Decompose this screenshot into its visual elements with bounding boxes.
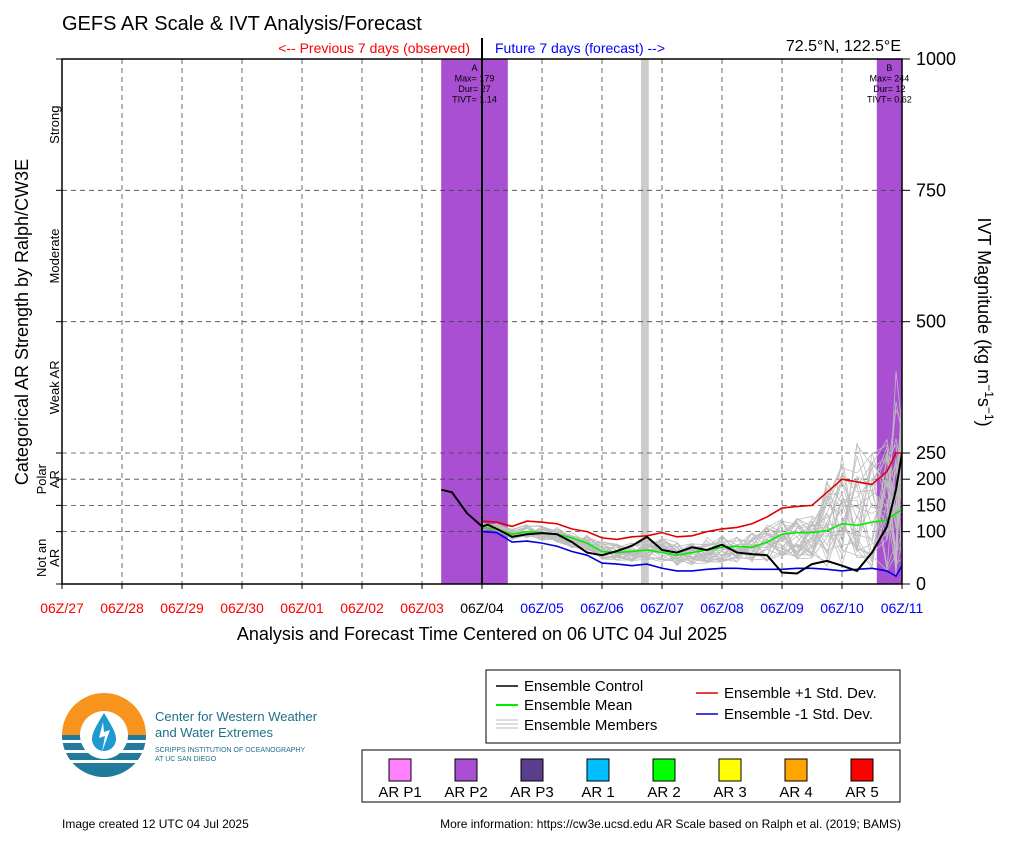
forecast-label: Future 7 days (forecast) --> bbox=[495, 40, 665, 56]
sub-line-2: AT UC SAN DIEGO bbox=[155, 756, 217, 763]
ar-event-label-b: Dur= 12 bbox=[873, 84, 905, 94]
ar-scale-legend: AR P1 AR P2 AR P3 AR 1 AR 2 AR 3 AR 4 AR 5 bbox=[361, 749, 901, 803]
category-label-line2: AR bbox=[47, 470, 62, 488]
x-tick-label: 06Z/08 bbox=[700, 600, 744, 616]
ar-event-label-a: Dur= 27 bbox=[458, 84, 490, 94]
cw3e-logo: Center for Western Weather and Water Ext… bbox=[62, 693, 318, 777]
observed-label: <-- Previous 7 days (observed) bbox=[278, 40, 470, 56]
x-tick-label: 06Z/29 bbox=[160, 600, 204, 616]
y-tick-label: 750 bbox=[916, 180, 946, 200]
ar-scale-label: AR 5 bbox=[845, 784, 878, 801]
series-line-ensemble-1-std-dev- bbox=[481, 452, 902, 541]
ar-scale-label: AR 4 bbox=[779, 784, 812, 801]
y-tick-label: 150 bbox=[916, 495, 946, 515]
ar-scale-label: AR P2 bbox=[444, 784, 487, 801]
ensemble-member-line bbox=[481, 452, 902, 565]
ar-scale-swatch bbox=[454, 758, 478, 782]
ar-event-label-b: TIVT= 0.62 bbox=[867, 95, 912, 105]
ar-scale-swatch bbox=[388, 758, 412, 782]
ensemble-members bbox=[481, 371, 902, 576]
y-tick-label: 100 bbox=[916, 522, 946, 542]
org-line-2: and Water Extremes bbox=[155, 725, 274, 740]
ar-event-label-a: A bbox=[471, 63, 477, 73]
x-tick-label: 06Z/04 bbox=[460, 600, 504, 616]
category-label: Strong bbox=[47, 106, 62, 144]
y-tick-label: 0 bbox=[916, 574, 926, 594]
location-label: 72.5°N, 122.5°E bbox=[786, 38, 901, 55]
y-tick-label: 500 bbox=[916, 312, 946, 332]
y-tick-label: 1000 bbox=[916, 49, 956, 69]
x-tick-label: 06Z/01 bbox=[280, 600, 324, 616]
ar-scale-label: AR P3 bbox=[510, 784, 553, 801]
x-axis-label: Analysis and Forecast Time Centered on 0… bbox=[237, 624, 727, 644]
ensemble-member-line bbox=[481, 431, 902, 563]
y-axis-left-label: Categorical AR Strength by Ralph/CW3E bbox=[12, 159, 32, 485]
x-tick-label: 06Z/11 bbox=[881, 600, 924, 616]
ensemble-member-line bbox=[481, 371, 902, 563]
x-tick-label: 06Z/10 bbox=[820, 600, 864, 616]
ar-event-label-a: TIVT= 1.14 bbox=[452, 95, 497, 105]
x-tick-label: 06Z/28 bbox=[100, 600, 144, 616]
ar-scale-swatch bbox=[850, 758, 874, 782]
ar-event-label-a: Max= 179 bbox=[455, 74, 495, 84]
legend-members: Ensemble Members bbox=[524, 717, 657, 734]
plot-background bbox=[441, 59, 902, 584]
y-axis-right-label: IVT Magnitude (kg m−1s−1) bbox=[974, 217, 996, 426]
footer-more-info: More information: https://cw3e.ucsd.edu … bbox=[440, 817, 901, 831]
series-line-ensemble-1-std-dev- bbox=[481, 530, 902, 578]
ensemble-member-line bbox=[481, 449, 902, 563]
category-label-line1: Polar bbox=[34, 463, 49, 494]
ar-event-label-b: Max= 244 bbox=[870, 74, 910, 84]
ar-event-label-b: B bbox=[886, 63, 892, 73]
y-ticks: 0 100 150 200 250 500 750 1000 bbox=[56, 49, 956, 594]
category-label: Weak AR bbox=[47, 360, 62, 414]
x-tick-label: 06Z/06 bbox=[580, 600, 624, 616]
legend-minus-std: Ensemble -1 Std. Dev. bbox=[724, 706, 873, 723]
y-tick-label: 200 bbox=[916, 469, 946, 489]
legend-control: Ensemble Control bbox=[524, 678, 643, 695]
x-ticks: 06Z/27 06Z/28 06Z/29 06Z/30 06Z/01 06Z/02 06Z/… bbox=[40, 584, 923, 616]
chart-title: GEFS AR Scale & IVT Analysis/Forecast bbox=[62, 13, 422, 35]
ar-scale-swatch bbox=[652, 758, 676, 782]
ar-scale-swatch bbox=[586, 758, 610, 782]
x-tick-label: 06Z/02 bbox=[340, 600, 384, 616]
x-tick-label: 06Z/03 bbox=[400, 600, 444, 616]
org-line-1: Center for Western Weather bbox=[155, 709, 318, 724]
series-lines bbox=[440, 452, 902, 578]
ar-scale-swatch bbox=[718, 758, 742, 782]
footer-created: Image created 12 UTC 04 Jul 2025 bbox=[62, 817, 249, 831]
legend-mean: Ensemble Mean bbox=[524, 697, 632, 714]
legend-plus-std: Ensemble +1 Std. Dev. bbox=[724, 685, 877, 702]
y-tick-label: 250 bbox=[916, 443, 946, 463]
series-line-ensemble-control bbox=[440, 452, 902, 575]
x-tick-label: 06Z/27 bbox=[40, 600, 84, 616]
category-label-line2: AR bbox=[47, 549, 62, 567]
ar-scale-label: AR P1 bbox=[378, 784, 421, 801]
ar-scale-label: AR 3 bbox=[713, 784, 746, 801]
category-label-line1: Not an bbox=[34, 539, 49, 577]
ar-scale-label: AR 2 bbox=[647, 784, 680, 801]
x-tick-label: 06Z/07 bbox=[640, 600, 684, 616]
ensemble-member-line bbox=[481, 474, 902, 566]
sub-line-1: SCRIPPS INSTITUTION OF OCEANOGRAPHY bbox=[155, 747, 305, 754]
x-tick-label: 06Z/30 bbox=[220, 600, 264, 616]
x-tick-label: 06Z/09 bbox=[760, 600, 804, 616]
missing-data-band bbox=[641, 59, 649, 584]
ar-scale-swatch bbox=[784, 758, 808, 782]
x-tick-label: 06Z/05 bbox=[520, 600, 564, 616]
category-label: Moderate bbox=[47, 229, 62, 284]
ar-scale-swatch bbox=[520, 758, 544, 782]
series-legend: Ensemble Control Ensemble Mean Ensemble … bbox=[485, 669, 901, 744]
ar-scale-label: AR 1 bbox=[581, 784, 614, 801]
